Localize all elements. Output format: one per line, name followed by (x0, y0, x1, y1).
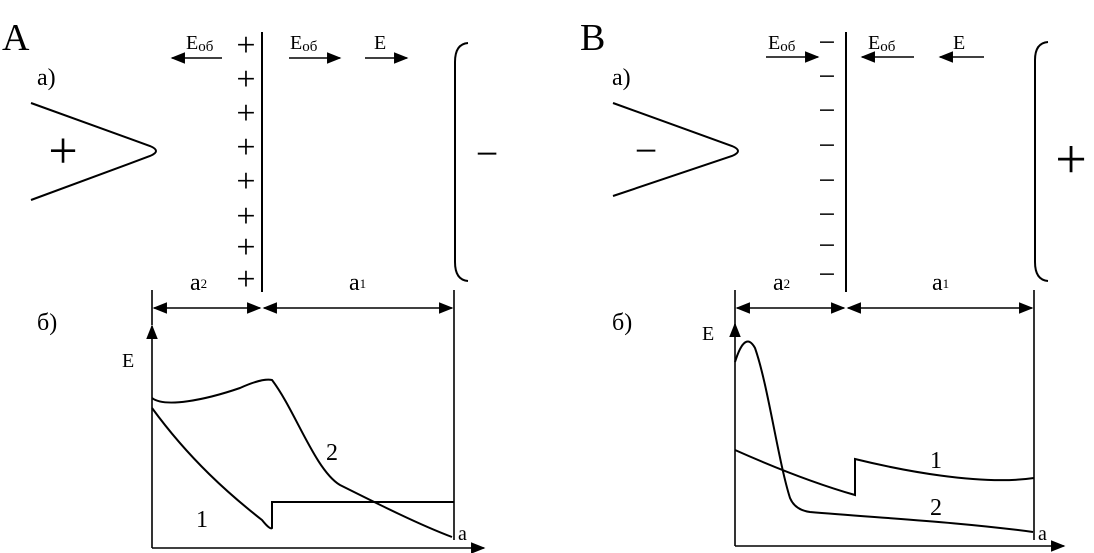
panel-b-point-sign: − (635, 128, 658, 173)
panel-a-field-e-ob-right: Eоб (289, 32, 342, 64)
dim-a1-label: a1 (932, 270, 949, 296)
panel-a-point-electrode (30, 102, 157, 201)
panel-b-curve-1 (734, 449, 1035, 497)
panel-a-curve-1 (151, 407, 454, 530)
panel-b-field-e-ob-left: Eоб (766, 32, 820, 63)
panel-b: B а) б) − − − − − − − − − Eоб Eоб E (580, 17, 1087, 552)
field-label: Eоб (868, 32, 896, 55)
panel-a-part-a-label: а) (37, 65, 56, 91)
panel-b-curve-1-label: 1 (930, 448, 942, 474)
panel-a-field-e: E (365, 32, 409, 64)
panel-a-point-sign: + (48, 123, 77, 180)
panel-b-charge-column: − − − − − − − − (819, 26, 836, 291)
panel-b-point-electrode (612, 102, 739, 197)
field-label: Eоб (186, 32, 214, 55)
dim-a2-label: a2 (773, 270, 790, 296)
panel-b-part-a-label: а) (612, 65, 631, 91)
panel-a-plate-sign: − (476, 131, 499, 176)
panel-a-dimensions: a2 a1 (151, 270, 455, 540)
dim-a1-label: a1 (349, 270, 366, 296)
panel-a: A а) б) + + + + + + + + + Eоб Eоб E (2, 17, 499, 553)
panel-b-curve-2 (734, 340, 1034, 533)
field-label: E (374, 32, 386, 54)
panel-a-charge-column: + + + + + + + + (236, 27, 255, 298)
space-charge-sign: − (819, 60, 836, 93)
space-charge-sign: − (819, 229, 836, 262)
panel-a-plate-electrode (454, 42, 469, 282)
space-charge-sign: + (236, 229, 255, 266)
panel-b-curve-2-label: 2 (930, 495, 942, 521)
field-label: Eоб (290, 32, 318, 55)
space-charge-sign: − (819, 258, 836, 291)
space-charge-sign: + (236, 163, 255, 200)
space-charge-sign: + (236, 95, 255, 132)
panel-b-label: B (580, 17, 605, 59)
space-charge-sign: − (819, 26, 836, 59)
field-label: E (953, 32, 965, 54)
panel-b-dimensions: a2 a1 (734, 270, 1035, 540)
field-label: Eоб (768, 32, 796, 55)
panel-a-label: A (2, 17, 30, 59)
panel-b-field-e-ob-right: Eоб (860, 32, 914, 63)
space-charge-sign: + (236, 61, 255, 98)
space-charge-sign: + (236, 261, 255, 298)
space-charge-sign: − (819, 164, 836, 197)
panel-b-field-e: E (938, 32, 984, 63)
space-charge-sign: + (236, 27, 255, 64)
panel-b-part-b-label: б) (612, 310, 632, 336)
panel-a-field-e-ob-left: Eоб (170, 32, 222, 64)
space-charge-sign: + (236, 129, 255, 166)
panel-a-part-b-label: б) (37, 310, 57, 336)
space-charge-sign: + (236, 198, 255, 235)
space-charge-sign: − (819, 198, 836, 231)
space-charge-sign: − (819, 94, 836, 127)
panel-a-curve-2-label: 2 (326, 440, 338, 466)
panel-a-curve-2 (151, 378, 453, 538)
panel-a-curve-1-label: 1 (196, 507, 208, 533)
panel-b-plate-electrode (1034, 41, 1049, 282)
space-charge-sign: − (819, 129, 836, 162)
panel-a-y-axis-label: E (122, 350, 134, 372)
dim-a2-label: a2 (190, 270, 207, 296)
panel-b-y-axis-label: E (702, 323, 714, 345)
panel-a-x-axis-label: a (458, 523, 467, 545)
panel-b-x-axis-label: a (1038, 523, 1047, 545)
panel-b-plate-sign: + (1055, 129, 1087, 191)
